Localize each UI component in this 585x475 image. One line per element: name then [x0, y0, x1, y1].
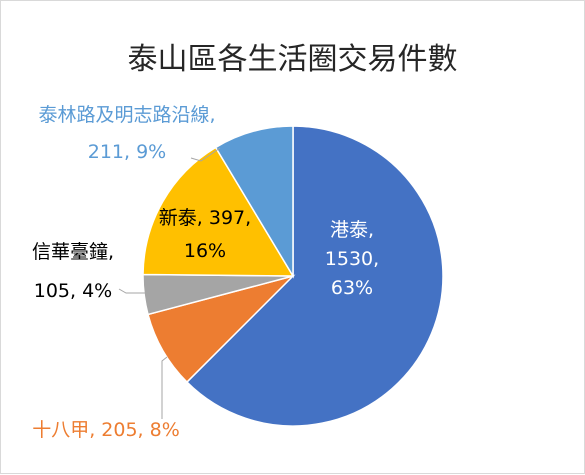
chart-title: 泰山區各生活圈交易件數 — [127, 42, 458, 77]
data-label-1-line-2: 1530, — [325, 248, 379, 270]
data-label-5-line-2: 211, 9% — [88, 141, 167, 163]
data-label-3-line-1: 信華臺鐘, — [32, 241, 114, 263]
pie-slice-1 — [185, 125, 444, 427]
leader-line-2 — [118, 288, 145, 294]
data-label-1-line-3: 63% — [331, 277, 373, 299]
data-label-4-line-2: 16% — [184, 240, 226, 262]
leader-line-1 — [161, 356, 168, 419]
data-label-2-line-1: 十八甲, 205, 8% — [32, 419, 180, 441]
data-label-3-line-2: 105, 4% — [34, 280, 113, 302]
leader-line-4 — [190, 147, 221, 162]
pie-slice-4 — [142, 146, 295, 277]
data-label-5-line-1: 泰林路及明志路沿線, — [38, 104, 215, 126]
data-label-4-line-1: 新泰, 397, — [159, 207, 251, 229]
data-label-1-line-1: 港泰, — [330, 219, 374, 241]
pie-slice-5 — [214, 125, 294, 279]
